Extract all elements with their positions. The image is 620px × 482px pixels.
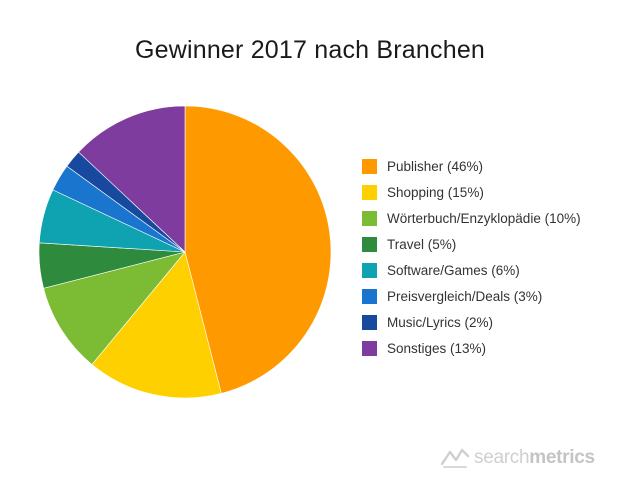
legend-item-6: Music/Lyrics (2%) [362, 309, 581, 335]
legend-item-0: Publisher (46%) [362, 153, 581, 179]
legend-swatch-5 [362, 288, 377, 304]
legend-label-0: Publisher (46%) [387, 158, 484, 174]
pie-slice-0 [184, 105, 332, 394]
chart-title: Gewinner 2017 nach Branchen [134, 36, 486, 64]
pie-slice-2 [43, 251, 186, 365]
legend-label-2: Wörterbuch/Enzyklopädie (10%) [387, 210, 581, 226]
legend-swatch-4 [362, 262, 377, 278]
pie-slice-7 [78, 105, 186, 253]
legend-label-4: Software/Games (6%) [387, 262, 520, 278]
legend-swatch-0 [362, 158, 377, 174]
legend-swatch-1 [362, 184, 377, 200]
legend-swatch-7 [362, 340, 377, 356]
brand-text: searchmetrics [474, 447, 595, 469]
legend-label-5: Preisvergleich/Deals (3%) [387, 288, 543, 304]
legend-item-3: Travel (5%) [362, 231, 581, 257]
legend-swatch-3 [362, 236, 377, 252]
searchmetrics-logo-icon [440, 448, 470, 468]
legend-item-5: Preisvergleich/Deals (3%) [362, 283, 581, 309]
legend-swatch-2 [362, 210, 377, 226]
legend-label-1: Shopping (15%) [387, 184, 484, 200]
legend-label-7: Sonstiges (13%) [387, 340, 487, 356]
legend-item-2: Wörterbuch/Enzyklopädie (10%) [362, 205, 581, 231]
legend-item-7: Sonstiges (13%) [362, 335, 581, 361]
brand-name-bold: metrics [529, 447, 595, 468]
legend-label-6: Music/Lyrics (2%) [387, 314, 494, 330]
brand-name-light: search [474, 447, 530, 468]
legend-item-4: Software/Games (6%) [362, 257, 581, 283]
legend: Publisher (46%) Shopping (15%) Wörterbuch/… [362, 153, 581, 361]
legend-item-1: Shopping (15%) [362, 179, 581, 205]
legend-swatch-6 [362, 314, 377, 330]
searchmetrics-watermark: searchmetrics [440, 444, 595, 472]
legend-label-3: Travel (5%) [387, 236, 457, 252]
pie-slice-1 [91, 251, 222, 399]
